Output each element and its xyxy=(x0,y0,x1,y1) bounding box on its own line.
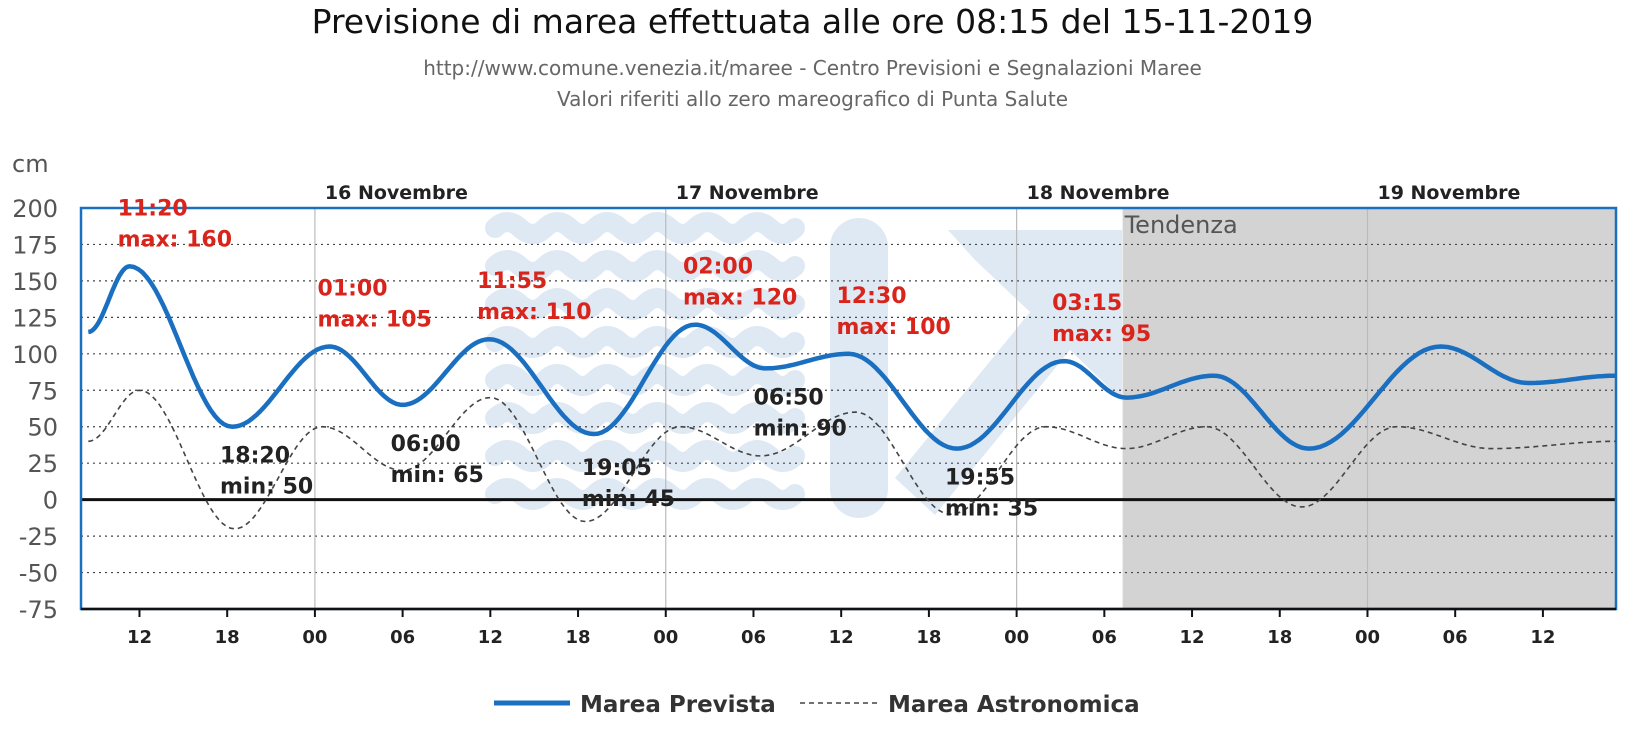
x-tick-label: 12 xyxy=(1530,627,1555,648)
trend-label: Tendenza xyxy=(1124,211,1238,239)
min-annotation-time: 18:20 xyxy=(220,444,290,469)
y-tick-label: 100 xyxy=(12,341,58,369)
min-annotation-time: 19:05 xyxy=(582,456,652,481)
x-tick-label: 00 xyxy=(653,627,678,648)
y-tick-label: 125 xyxy=(12,304,58,332)
max-annotation-time: 02:00 xyxy=(683,255,753,280)
x-tick-label: 18 xyxy=(566,627,591,648)
watermark-wave xyxy=(485,250,805,282)
max-annotation-time: 12:30 xyxy=(837,284,907,309)
max-annotation-value: max: 120 xyxy=(683,286,797,311)
max-annotation-value: max: 95 xyxy=(1052,322,1151,347)
y-tick-label: -75 xyxy=(19,596,58,624)
max-annotation-value: max: 160 xyxy=(118,227,232,252)
day-label: 16 Novembre xyxy=(325,182,468,204)
x-tick-label: 12 xyxy=(127,627,152,648)
watermark-wave xyxy=(485,288,805,320)
min-annotation-time: 19:55 xyxy=(945,466,1015,491)
min-annotation-value: min: 50 xyxy=(220,475,313,500)
legend-forecast-label: Marea Prevista xyxy=(580,692,776,718)
min-annotation-value: min: 90 xyxy=(754,416,847,441)
min-annotation-time: 06:00 xyxy=(391,432,461,457)
max-annotation-time: 01:00 xyxy=(318,277,388,302)
trend-region xyxy=(1122,208,1616,609)
watermark-wave xyxy=(485,478,805,510)
min-annotation-value: min: 45 xyxy=(582,487,675,512)
x-tick-label: 12 xyxy=(829,627,854,648)
day-label: 18 Novembre xyxy=(1027,182,1170,204)
x-tick-label: 06 xyxy=(390,627,415,648)
y-unit-label: cm xyxy=(12,150,49,178)
min-annotation-value: min: 65 xyxy=(391,463,484,488)
watermark-wave xyxy=(485,402,805,434)
legend-astronomical-label: Marea Astronomica xyxy=(888,692,1140,718)
x-tick-label: 00 xyxy=(1004,627,1029,648)
x-tick-label: 00 xyxy=(302,627,327,648)
day-label: 19 Novembre xyxy=(1377,182,1520,204)
y-tick-label: 200 xyxy=(12,195,58,223)
max-annotation-time: 03:15 xyxy=(1052,291,1122,316)
y-tick-label: -50 xyxy=(19,560,58,588)
chart-title: Previsione di marea effettuata alle ore … xyxy=(311,2,1314,41)
chart-subtitle-reference: Valori riferiti allo zero mareografico d… xyxy=(557,87,1068,111)
watermark-wave xyxy=(485,326,805,358)
x-tick-label: 12 xyxy=(478,627,503,648)
y-tick-label: 75 xyxy=(27,377,58,405)
x-tick-label: 06 xyxy=(1092,627,1117,648)
y-tick-label: -25 xyxy=(19,523,58,551)
y-tick-label: 0 xyxy=(43,487,58,515)
series-forecast-line xyxy=(87,264,1616,451)
watermark-arrow xyxy=(895,230,1122,515)
chart-subtitle-source: http://www.comune.venezia.it/maree - Cen… xyxy=(423,56,1202,80)
y-tick-label: 175 xyxy=(12,231,58,259)
y-tick-label: 25 xyxy=(27,450,58,478)
x-tick-label: 18 xyxy=(1267,627,1292,648)
x-tick-label: 00 xyxy=(1355,627,1380,648)
x-tick-label: 18 xyxy=(215,627,240,648)
min-annotation-value: min: 35 xyxy=(945,497,1038,522)
x-tick-label: 12 xyxy=(1180,627,1205,648)
x-tick-label: 06 xyxy=(741,627,766,648)
day-label: 17 Novembre xyxy=(676,182,819,204)
max-annotation-time: 11:20 xyxy=(118,196,188,221)
max-annotation-value: max: 110 xyxy=(477,300,591,325)
x-tick-label: 18 xyxy=(916,627,941,648)
max-annotation-value: max: 100 xyxy=(837,315,951,340)
series-astronomical-line xyxy=(88,389,1616,530)
watermark-bar xyxy=(830,218,888,518)
watermark-wave xyxy=(485,440,805,472)
max-annotation-value: max: 105 xyxy=(318,308,432,333)
watermark-wave xyxy=(485,212,805,244)
y-tick-label: 150 xyxy=(12,268,58,296)
max-annotation-time: 11:55 xyxy=(477,269,547,294)
y-tick-label: 50 xyxy=(27,414,58,442)
x-tick-label: 06 xyxy=(1443,627,1468,648)
min-annotation-time: 06:50 xyxy=(754,385,824,410)
